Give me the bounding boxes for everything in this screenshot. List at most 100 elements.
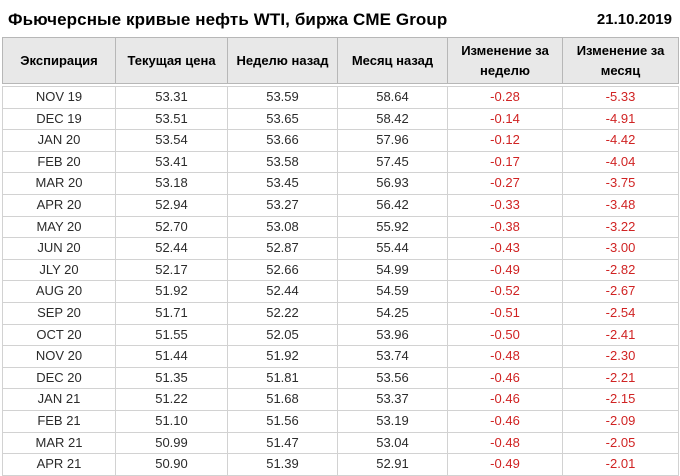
- cell-expiration: SEP 20: [2, 301, 116, 325]
- cell-expiration: AUG 20: [2, 280, 116, 303]
- cell-week-ago: 53.66: [227, 129, 338, 152]
- cell-month-ago: 55.92: [337, 215, 448, 239]
- cell-week-change: -0.46: [447, 366, 563, 390]
- cell-month-change: -4.42: [562, 129, 679, 152]
- cell-month-ago: 58.42: [337, 107, 448, 131]
- cell-week-change: -0.28: [447, 86, 563, 109]
- futures-table: Экспирация Текущая цена Неделю назад Мес…: [0, 37, 680, 476]
- cell-month-ago: 58.64: [337, 86, 448, 109]
- cell-month-ago: 56.42: [337, 193, 448, 217]
- cell-expiration: NOV 20: [2, 345, 116, 368]
- cell-month-change: -2.05: [562, 431, 679, 455]
- cell-current-price: 51.55: [115, 323, 228, 347]
- cell-current-price: 51.10: [115, 409, 228, 433]
- cell-week-ago: 51.39: [227, 453, 338, 476]
- table-row: FEB 20 53.41 53.58 57.45 -0.17 -4.04: [2, 150, 679, 174]
- cell-week-change: -0.14: [447, 107, 563, 131]
- table-row: JAN 20 53.54 53.66 57.96 -0.12 -4.42: [2, 129, 679, 152]
- cell-expiration: JUN 20: [2, 237, 116, 260]
- table-row: DEC 19 53.51 53.65 58.42 -0.14 -4.91: [2, 107, 679, 131]
- column-header-week-change: Изменение за неделю: [447, 37, 563, 84]
- cell-week-ago: 53.45: [227, 172, 338, 195]
- cell-current-price: 51.71: [115, 301, 228, 325]
- cell-expiration: DEC 20: [2, 366, 116, 390]
- table-row: NOV 20 51.44 51.92 53.74 -0.48 -2.30: [2, 345, 679, 368]
- cell-week-ago: 53.58: [227, 150, 338, 174]
- cell-expiration: FEB 21: [2, 409, 116, 433]
- cell-current-price: 51.35: [115, 366, 228, 390]
- cell-expiration: OCT 20: [2, 323, 116, 347]
- cell-month-change: -2.30: [562, 345, 679, 368]
- cell-expiration: JLY 20: [2, 258, 116, 282]
- cell-expiration: MAY 20: [2, 215, 116, 239]
- cell-month-change: -2.82: [562, 258, 679, 282]
- cell-month-change: -2.01: [562, 453, 679, 476]
- table-row: FEB 21 51.10 51.56 53.19 -0.46 -2.09: [2, 409, 679, 433]
- cell-week-ago: 51.68: [227, 388, 338, 411]
- column-header-month-ago: Месяц назад: [337, 37, 448, 84]
- table-row: DEC 20 51.35 51.81 53.56 -0.46 -2.21: [2, 366, 679, 390]
- table-row: MAR 20 53.18 53.45 56.93 -0.27 -3.75: [2, 172, 679, 195]
- cell-current-price: 52.17: [115, 258, 228, 282]
- cell-month-change: -3.22: [562, 215, 679, 239]
- table-row: APR 21 50.90 51.39 52.91 -0.49 -2.01: [2, 453, 679, 476]
- cell-current-price: 53.41: [115, 150, 228, 174]
- cell-month-ago: 54.99: [337, 258, 448, 282]
- cell-current-price: 53.51: [115, 107, 228, 131]
- cell-month-ago: 53.19: [337, 409, 448, 433]
- cell-month-change: -3.75: [562, 172, 679, 195]
- cell-week-change: -0.46: [447, 388, 563, 411]
- table-row: JAN 21 51.22 51.68 53.37 -0.46 -2.15: [2, 388, 679, 411]
- table-row: MAR 21 50.99 51.47 53.04 -0.48 -2.05: [2, 431, 679, 455]
- cell-month-ago: 53.96: [337, 323, 448, 347]
- cell-month-ago: 57.45: [337, 150, 448, 174]
- cell-month-ago: 53.04: [337, 431, 448, 455]
- cell-week-change: -0.33: [447, 193, 563, 217]
- cell-month-change: -2.41: [562, 323, 679, 347]
- cell-current-price: 52.70: [115, 215, 228, 239]
- cell-month-change: -5.33: [562, 86, 679, 109]
- cell-week-change: -0.43: [447, 237, 563, 260]
- cell-week-ago: 53.27: [227, 193, 338, 217]
- cell-month-change: -4.04: [562, 150, 679, 174]
- cell-week-change: -0.48: [447, 431, 563, 455]
- cell-month-ago: 54.25: [337, 301, 448, 325]
- cell-expiration: APR 21: [2, 453, 116, 476]
- page-title: Фьючерсные кривые нефть WTI, биржа CME G…: [8, 9, 448, 29]
- cell-current-price: 51.92: [115, 280, 228, 303]
- cell-current-price: 53.31: [115, 86, 228, 109]
- table-row: NOV 19 53.31 53.59 58.64 -0.28 -5.33: [2, 86, 679, 109]
- cell-week-ago: 52.22: [227, 301, 338, 325]
- cell-week-change: -0.51: [447, 301, 563, 325]
- cell-week-change: -0.17: [447, 150, 563, 174]
- cell-week-ago: 52.05: [227, 323, 338, 347]
- cell-week-ago: 51.92: [227, 345, 338, 368]
- cell-month-change: -2.15: [562, 388, 679, 411]
- table-row: APR 20 52.94 53.27 56.42 -0.33 -3.48: [2, 193, 679, 217]
- column-header-current-price: Текущая цена: [115, 37, 228, 84]
- cell-week-change: -0.12: [447, 129, 563, 152]
- cell-expiration: JAN 20: [2, 129, 116, 152]
- table-row: JUN 20 52.44 52.87 55.44 -0.43 -3.00: [2, 237, 679, 260]
- cell-week-change: -0.38: [447, 215, 563, 239]
- table-row: JLY 20 52.17 52.66 54.99 -0.49 -2.82: [2, 258, 679, 282]
- table-row: OCT 20 51.55 52.05 53.96 -0.50 -2.41: [2, 323, 679, 347]
- cell-current-price: 53.18: [115, 172, 228, 195]
- cell-week-ago: 53.59: [227, 86, 338, 109]
- cell-current-price: 50.90: [115, 453, 228, 476]
- cell-week-ago: 51.47: [227, 431, 338, 455]
- cell-week-ago: 53.65: [227, 107, 338, 131]
- header-row: Экспирация Текущая цена Неделю назад Мес…: [2, 37, 679, 84]
- cell-expiration: NOV 19: [2, 86, 116, 109]
- cell-expiration: FEB 20: [2, 150, 116, 174]
- cell-month-change: -2.09: [562, 409, 679, 433]
- cell-month-ago: 54.59: [337, 280, 448, 303]
- cell-month-ago: 57.96: [337, 129, 448, 152]
- cell-week-ago: 52.66: [227, 258, 338, 282]
- cell-current-price: 52.94: [115, 193, 228, 217]
- cell-expiration: JAN 21: [2, 388, 116, 411]
- column-header-expiration: Экспирация: [2, 37, 116, 84]
- cell-week-ago: 52.44: [227, 280, 338, 303]
- table-body: NOV 19 53.31 53.59 58.64 -0.28 -5.33 DEC…: [2, 86, 679, 476]
